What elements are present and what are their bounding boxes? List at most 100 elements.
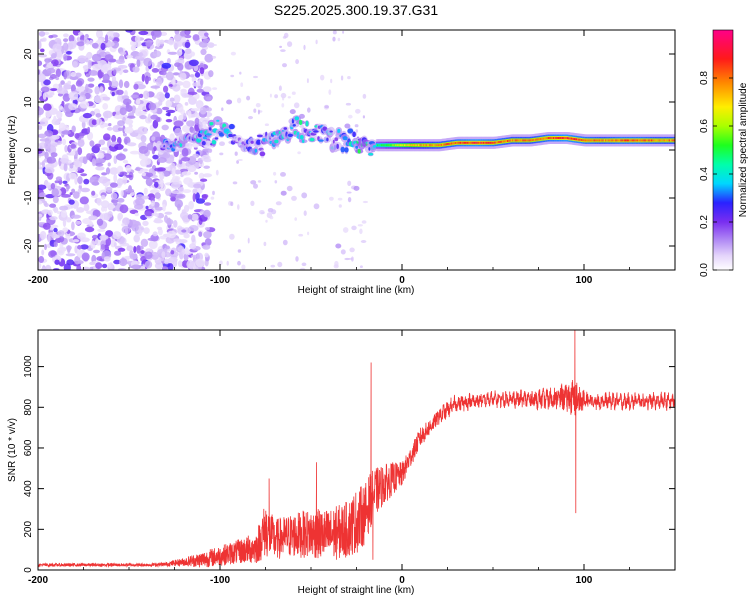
- heatmap-noise-cell: [135, 197, 145, 206]
- heatmap-noise-cell: [89, 39, 94, 46]
- heatmap-noise-cell: [87, 77, 95, 82]
- heatmap-noise-cell: [127, 115, 136, 119]
- heatmap-noise-cell: [148, 102, 157, 111]
- heatmap-noise-cell: [64, 145, 68, 153]
- heatmap-noise-cell: [274, 94, 278, 99]
- heatmap-noise-cell: [286, 185, 293, 192]
- heatmap-noise-cell: [55, 68, 62, 78]
- heatmap-noise-cell: [46, 182, 52, 190]
- heatmap-x-tick-label: -200: [28, 275, 48, 286]
- heatmap-noise-cell: [153, 146, 157, 152]
- heatmap-noise-cell: [138, 145, 149, 154]
- heatmap-noise-cell: [49, 203, 57, 208]
- heatmap-noise-cell: [347, 180, 352, 186]
- heatmap-noise-cell: [170, 250, 175, 255]
- heatmap-noise-cell: [190, 108, 200, 112]
- heatmap-noise-cell: [42, 92, 47, 100]
- heatmap-noise-cell: [155, 38, 161, 48]
- heatmap-noise-cell: [179, 186, 184, 192]
- heatmap-noise-cell: [192, 82, 201, 87]
- heatmap-noise-cell: [132, 66, 140, 73]
- heatmap-noise-cell: [250, 200, 255, 206]
- heatmap-noise-cell: [179, 72, 187, 81]
- heatmap-noise-cell: [170, 181, 181, 189]
- heatmap-noise-cell: [95, 158, 104, 163]
- heatmap-ridge-cell: [352, 131, 356, 138]
- heatmap-noise-cell: [97, 228, 106, 232]
- heatmap-noise-cell: [102, 263, 108, 269]
- heatmap-ridge-cell: [357, 149, 361, 154]
- heatmap-noise-cell: [229, 233, 235, 240]
- heatmap-ridge-cell: [274, 139, 279, 144]
- heatmap-noise-cell: [164, 92, 170, 99]
- heatmap-noise-cell: [203, 165, 210, 169]
- heatmap-noise-cell: [113, 242, 117, 247]
- heatmap-noise-cell: [91, 119, 97, 126]
- heatmap-noise-cell: [283, 32, 289, 39]
- heatmap-noise-cell: [153, 95, 161, 99]
- heatmap-noise-cell: [237, 260, 241, 266]
- heatmap-noise-cell: [58, 235, 65, 243]
- heatmap-noise-cell: [77, 245, 82, 250]
- heatmap-noise-cell: [165, 71, 174, 81]
- heatmap-noise-cell: [69, 192, 73, 196]
- heatmap-noise-cell: [102, 73, 110, 82]
- heatmap-ridge-cell: [256, 134, 263, 138]
- heatmap-noise-cell: [80, 91, 86, 96]
- heatmap-ridge-cell: [201, 141, 206, 146]
- heatmap-noise-cell: [210, 196, 215, 200]
- heatmap-noise-cell: [199, 106, 207, 115]
- heatmap-noise-cell: [52, 134, 60, 140]
- heatmap-noise-cell: [204, 227, 210, 231]
- heatmap-noise-cell: [53, 227, 58, 233]
- heatmap-noise-cell: [357, 224, 363, 227]
- heatmap-ridge-cell: [305, 120, 309, 127]
- heatmap-noise-cell: [230, 74, 235, 78]
- heatmap-noise-cell: [130, 40, 137, 46]
- colorbar-tick-label: 0.6: [699, 119, 710, 133]
- heatmap-noise-cell: [50, 152, 58, 158]
- heatmap-noise-cell: [206, 107, 212, 112]
- heatmap-noise-cell: [63, 53, 68, 62]
- heatmap-noise-cell: [49, 74, 57, 79]
- heatmap-noise-cell: [82, 112, 92, 119]
- heatmap-noise-cell: [274, 180, 278, 184]
- heatmap-noise-cell: [53, 241, 58, 248]
- heatmap-noise-cell: [49, 216, 58, 221]
- heatmap-noise-cell: [80, 187, 90, 193]
- heatmap-noise-cell: [295, 256, 299, 262]
- heatmap-noise-cell: [182, 80, 191, 89]
- heatmap-ridge-cell: [300, 134, 304, 140]
- heatmap-noise-cell: [173, 40, 179, 50]
- heatmap-noise-cell: [156, 77, 163, 87]
- heatmap-noise-cell: [89, 261, 96, 266]
- heatmap-noise-cell: [165, 109, 176, 114]
- heatmap-noise-cell: [154, 192, 161, 200]
- snr-y-tick-label: 600: [23, 439, 34, 456]
- heatmap-ridge-cell: [372, 145, 377, 148]
- heatmap-noise-cell: [186, 260, 195, 269]
- heatmap-noise-cell: [66, 185, 71, 190]
- heatmap-noise-cell: [188, 96, 197, 105]
- heatmap-noise-cell: [201, 154, 211, 162]
- heatmap-noise-cell: [295, 59, 299, 65]
- snr-y-tick-label: 0: [23, 567, 34, 573]
- heatmap-noise-cell: [187, 91, 198, 96]
- heatmap-noise-cell: [38, 262, 42, 270]
- heatmap-noise-cell: [347, 76, 351, 80]
- heatmap-noise-cell: [54, 38, 62, 43]
- heatmap-noise-cell: [165, 188, 172, 197]
- heatmap-noise-cell: [51, 53, 57, 59]
- heatmap-noise-cell: [187, 155, 197, 165]
- heatmap-noise-cell: [44, 167, 55, 174]
- heatmap-noise-cell: [51, 188, 60, 197]
- heatmap-noise-cell: [143, 57, 153, 67]
- heatmap-noise-cell: [145, 172, 154, 177]
- heatmap-noise-cell: [38, 107, 44, 116]
- heatmap-noise-cell: [91, 158, 96, 167]
- heatmap-noise-cell: [279, 45, 282, 49]
- heatmap-noise-cell: [119, 51, 127, 56]
- heatmap-noise-cell: [83, 178, 90, 185]
- heatmap-noise-cell: [48, 35, 54, 39]
- heatmap-noise-cell: [287, 41, 293, 47]
